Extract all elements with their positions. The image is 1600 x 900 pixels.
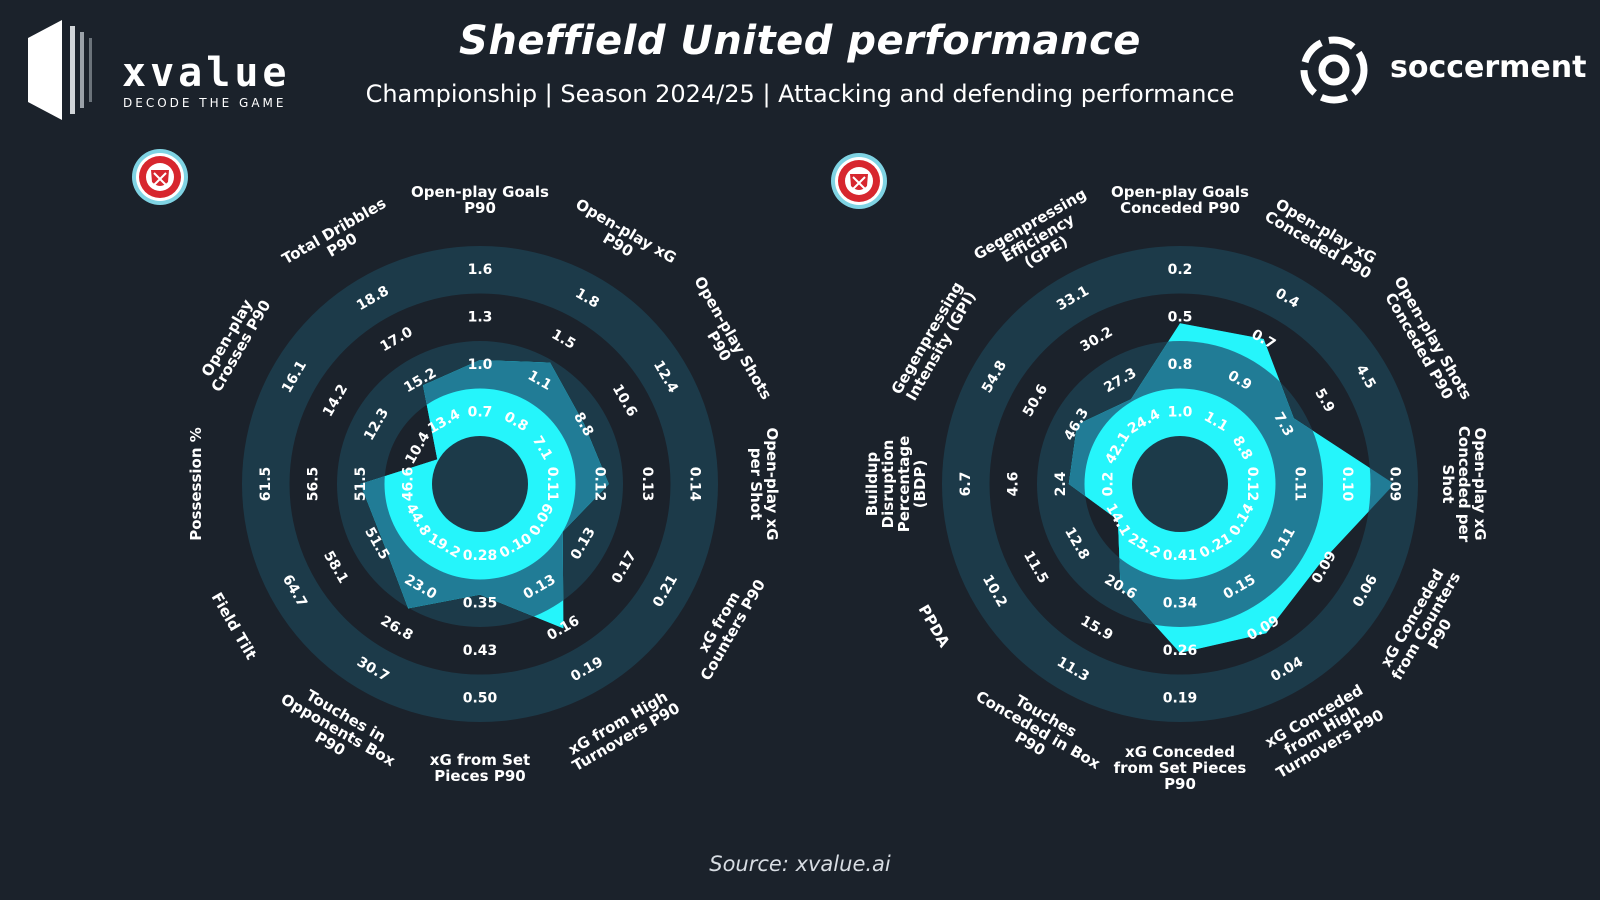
radar-axis-label-line: Buildup (863, 451, 881, 516)
soccerment-ball-icon (1300, 36, 1368, 104)
radar-axis-label: Possession % (187, 427, 205, 541)
xvalue-brand-name: xvalue (122, 50, 291, 96)
xvalue-tagline: DECODE THE GAME (123, 96, 287, 110)
radar-tick-label: 51.5 (353, 467, 369, 502)
radar-tick-label: 0.14 (686, 467, 702, 502)
xvalue-logo: xvalue DECODE THE GAME (28, 20, 288, 120)
radar-tick-label: 0.11 (1291, 467, 1307, 502)
sheffield-united-crest-icon (132, 149, 188, 205)
radar-tick-label: 46.6 (400, 467, 416, 502)
soccerment-logo: soccerment (1296, 32, 1586, 112)
radar-tick-label: 0.28 (463, 548, 498, 564)
radar-tick-label: 0.10 (1339, 467, 1355, 502)
radar-tick-label: 0.19 (1163, 690, 1198, 706)
radar-tick-label: 4.6 (1005, 472, 1021, 497)
radar-tick-label: 1.0 (468, 357, 493, 373)
radar-tick-label: 0.50 (463, 690, 498, 706)
radar-axis-label-line: xG Conceded (1125, 743, 1235, 761)
radar-axis-label-line: Open-play xG (763, 427, 781, 540)
radar-axis-label-line: per Shot (747, 448, 765, 521)
radar-tick-label: 0.2 (1100, 472, 1116, 497)
radar-tick-label: 56.5 (305, 467, 321, 502)
attacking-radar-chart: 0.71.01.31.60.81.11.51.87.18.810.612.40.… (187, 183, 781, 785)
page-title: Sheffield United performance (459, 18, 1141, 64)
radar-axis-label-line: P90 (464, 199, 496, 217)
radar-tick-label: 0.8 (1168, 357, 1193, 373)
radar-axis-label-line: (BDP) (911, 460, 929, 509)
radar-axis-label-line: Open-play xG (1471, 427, 1489, 540)
radar-axis-label: Open-play Goals P90 (411, 183, 549, 217)
radar-axis-label-line: Disruption (879, 440, 897, 529)
radar-axis-label: PPDA (915, 602, 954, 651)
defending-radar-chart: 1.00.80.50.21.10.90.70.48.87.35.94.50.12… (863, 183, 1489, 793)
radar-axis-label: xG Conceded from Set Pieces P90 (1114, 743, 1247, 793)
radar-tick-label: 0.26 (1163, 643, 1198, 659)
radar-tick-label: 2.4 (1053, 471, 1069, 496)
radar-tick-label: 0.34 (1163, 595, 1198, 611)
radar-axis-label-line: Field Tilt (208, 589, 261, 662)
radar-axis-label-line: Possession % (187, 427, 205, 541)
radar-axis-label-line: P90 (1164, 775, 1196, 793)
radar-tick-label: 1.6 (468, 262, 493, 278)
source-caption: Source: xvalue.ai (709, 852, 891, 876)
radar-axis-label-line: Conceded P90 (1120, 199, 1240, 217)
radar-axis-label: Open-play xGConceded perShot (1439, 426, 1489, 543)
radar-tick-label: 0.7 (468, 404, 493, 420)
radar-tick-label: 0.41 (1163, 548, 1198, 564)
radar-tick-label: 0.2 (1168, 262, 1193, 278)
radar-tick-label: 0.13 (639, 467, 655, 502)
radar-tick-label: 61.5 (258, 467, 274, 502)
radar-tick-label: 0.11 (544, 467, 560, 502)
radar-tick-label: 0.12 (591, 467, 607, 502)
radar-axis-label: Open-play xGP90 (565, 195, 680, 281)
radar-tick-label: 0.35 (463, 595, 498, 611)
radar-axis-label-line: Open-play Goals (411, 183, 549, 201)
radar-tick-label: 0.43 (463, 643, 498, 659)
sheffield-united-crest-icon (831, 153, 887, 209)
radar-axis-label: xG fromCounters P90 (683, 568, 769, 683)
radar-axis-label: BuildupDisruptionPercentage(BDP) (863, 436, 929, 533)
radar-axis-label-line: Open-play Goals (1111, 183, 1249, 201)
radar-axis-label-line: xG from Set (430, 751, 530, 769)
radar-center (432, 436, 528, 532)
radar-tick-label: 6.7 (958, 472, 974, 497)
radar-axis-label: Open-play Goals Conceded P90 (1111, 183, 1249, 217)
radar-tick-label: 1.3 (468, 309, 493, 325)
radar-axis-label-line: from Set Pieces (1114, 759, 1247, 777)
radar-axis-label-line: PPDA (915, 602, 954, 651)
radar-axis-label-line: Open-play Shots (690, 273, 775, 402)
xvalue-bars-icon (28, 20, 92, 120)
radar-axis-label: Field Tilt (208, 589, 261, 662)
radar-tick-label: 0.09 (1386, 467, 1402, 502)
soccerment-brand-name: soccerment (1390, 50, 1587, 85)
radar-axis-label: Open-playCrosses P90 (194, 289, 275, 395)
radar-axis-label-line: Conceded per (1455, 426, 1473, 543)
radar-tick-label: 0.5 (1168, 309, 1193, 325)
radar-axis-label-line: Pieces P90 (434, 767, 525, 785)
radar-axis-label: xG from Set Pieces P90 (430, 751, 530, 785)
radar-tick-label: 0.12 (1244, 467, 1260, 502)
radar-center (1132, 436, 1228, 532)
radar-tick-label: 1.0 (1168, 404, 1193, 420)
radar-axis-label-line: Shot (1439, 465, 1457, 504)
radar-axis-label: Open-play xGper Shot (747, 427, 781, 540)
radar-axis-label-line: Percentage (895, 436, 913, 533)
page-subtitle: Championship | Season 2024/25 | Attackin… (365, 80, 1235, 108)
